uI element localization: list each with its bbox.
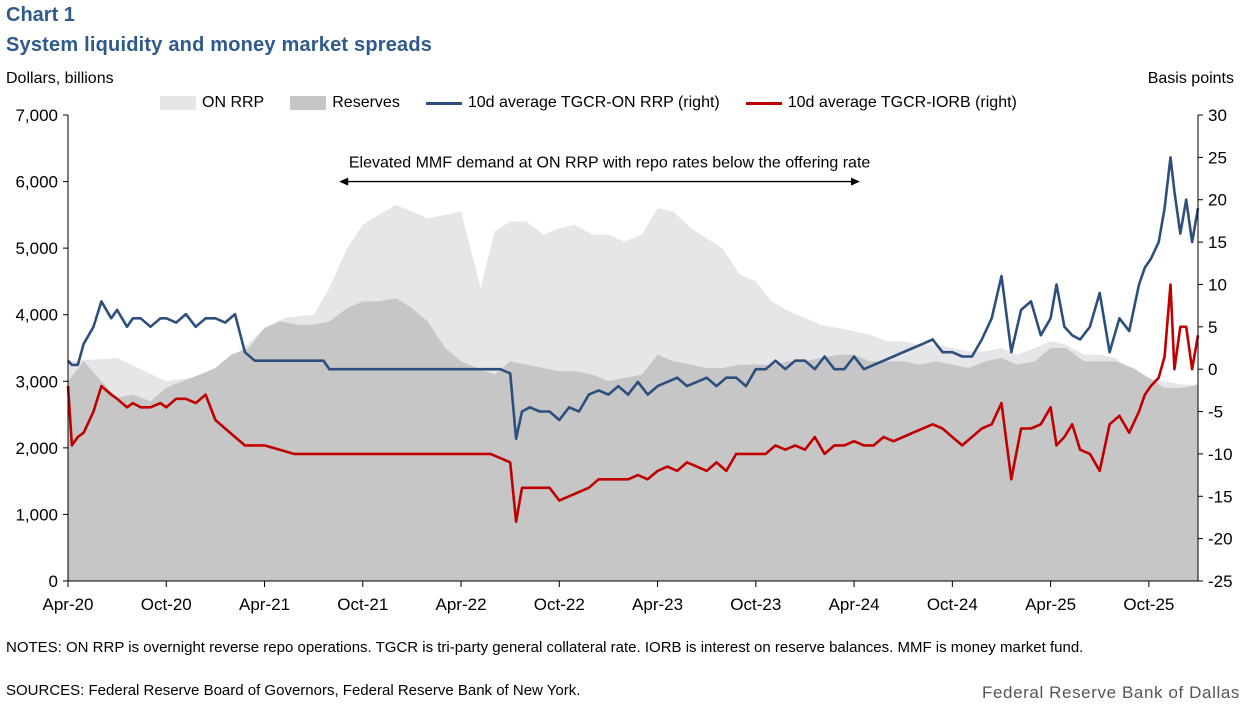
legend-item-tgcr-iorb: 10d average TGCR-IORB (right) (745, 94, 1017, 112)
legend: ON RRP Reserves 10d average TGCR-ON RRP … (160, 94, 1043, 112)
x-tick-label: Apr-25 (1025, 595, 1076, 614)
annotation-arrowhead-left (339, 177, 349, 186)
left-tick-label: 0 (49, 572, 58, 591)
x-tick-label: Apr-21 (239, 595, 290, 614)
line-tgcr-iorb (66, 283, 1200, 523)
left-tick-label: 4,000 (15, 306, 58, 325)
right-tick-label: 30 (1208, 106, 1227, 125)
legend-swatch-tgcr-on-rrp (425, 101, 462, 105)
legend-swatch-on-rrp (160, 96, 196, 110)
legend-item-tgcr-on-rrp: 10d average TGCR-ON RRP (right) (425, 94, 720, 112)
legend-item-reserves: Reserves (290, 94, 400, 112)
right-tick-label: 25 (1208, 148, 1227, 167)
legend-label-reserves: Reserves (332, 94, 400, 111)
right-tick-label: 20 (1208, 191, 1227, 210)
x-tick-label: Apr-23 (632, 595, 683, 614)
left-tick-label: 6,000 (15, 173, 58, 192)
right-tick-label: -25 (1208, 572, 1233, 591)
legend-label-on-rrp: ON RRP (202, 94, 265, 111)
right-tick-label: 15 (1208, 233, 1227, 252)
x-tick-label: Oct-25 (1123, 595, 1174, 614)
annotation-text: Elevated MMF demand at ON RRP with repo … (349, 155, 871, 172)
right-tick-label: -20 (1208, 530, 1233, 549)
left-axis-unit: Dollars, billions (6, 70, 114, 87)
x-tick-label: Oct-22 (534, 595, 585, 614)
right-tick-label: 5 (1208, 318, 1217, 337)
x-tick-label: Oct-24 (927, 595, 978, 614)
right-tick-label: -10 (1208, 445, 1233, 464)
right-tick-label: 0 (1208, 360, 1217, 379)
chart-sources: SOURCES: Federal Reserve Board of Govern… (6, 682, 581, 699)
x-tick-label: Apr-24 (829, 595, 880, 614)
x-tick-label: Apr-22 (436, 595, 487, 614)
line-tgcr-on-rrp (67, 156, 1200, 440)
left-tick-label: 7,000 (15, 106, 58, 125)
legend-label-tgcr-on-rrp: 10d average TGCR-ON RRP (right) (467, 94, 720, 111)
left-tick-label: 5,000 (15, 239, 58, 258)
left-tick-label: 3,000 (15, 372, 58, 391)
x-tick-label: Oct-23 (730, 595, 781, 614)
legend-swatch-tgcr-iorb (745, 101, 782, 105)
x-tick-label: Oct-21 (337, 595, 388, 614)
right-tick-label: 10 (1208, 275, 1227, 294)
chart-label: Chart 1 (6, 4, 75, 26)
chart-title: System liquidity and money market spread… (6, 34, 433, 56)
right-axis-unit: Basis points (1147, 70, 1234, 87)
left-tick-label: 1,000 (15, 505, 58, 524)
x-tick-label: Apr-20 (42, 595, 93, 614)
chart-notes: NOTES: ON RRP is overnight reverse repo … (6, 639, 1084, 656)
brand-wordmark: Federal Reserve Bank of Dallas (981, 683, 1240, 702)
legend-item-on-rrp: ON RRP (160, 94, 264, 112)
legend-label-tgcr-iorb: 10d average TGCR-IORB (right) (787, 94, 1017, 111)
legend-swatch-reserves (290, 96, 327, 110)
left-tick-label: 2,000 (15, 439, 58, 458)
right-tick-label: -5 (1208, 403, 1223, 422)
x-tick-label: Oct-20 (141, 595, 192, 614)
right-tick-label: -15 (1208, 487, 1233, 506)
annotation-arrowhead-right (850, 177, 860, 186)
